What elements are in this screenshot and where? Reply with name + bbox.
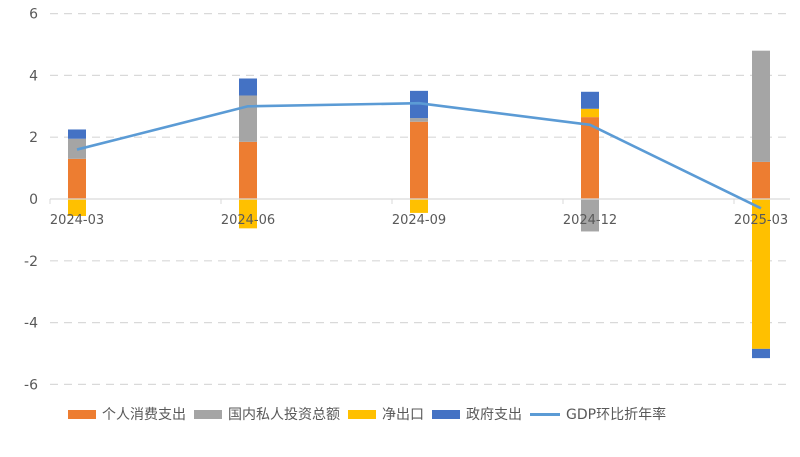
bar-segment: [752, 161, 770, 199]
bar-segment: [752, 50, 770, 162]
x-tick-label: 2024-06: [221, 213, 275, 228]
x-axis: [49, 198, 790, 204]
bar-segment: [581, 91, 599, 109]
legend-label: 净出口: [382, 407, 424, 423]
bar-segment: [581, 199, 599, 232]
gdp-line-path: [76, 101, 762, 210]
bar-segment: [68, 158, 86, 199]
bar-segment: [752, 199, 770, 349]
y-tick-label: -2: [24, 254, 38, 270]
legend-swatch: [68, 409, 96, 419]
bar-segment: [239, 199, 257, 229]
bar-segment: [581, 117, 599, 199]
legend-item-investment: 国内私人投资总额: [194, 404, 340, 424]
y-tick-label: -4: [24, 316, 38, 332]
legend-item-government: 政府支出: [432, 404, 522, 424]
bar-segment: [68, 199, 86, 216]
legend-label: GDP环比折年率: [566, 407, 667, 423]
bar-segment: [410, 118, 428, 122]
x-tick-label: 2024-09: [392, 213, 446, 228]
legend-item-gdp: GDP环比折年率: [530, 404, 666, 424]
bars: [68, 50, 770, 359]
bar-segment: [239, 95, 257, 142]
bar-segment: [410, 121, 428, 199]
bar-segment: [752, 348, 770, 359]
legend-swatch: [432, 409, 460, 419]
bar-segment: [410, 199, 428, 213]
y-tick-label: -6: [24, 377, 38, 393]
y-tick-label: 0: [29, 192, 38, 208]
legend-label: 国内私人投资总额: [228, 407, 340, 423]
gridlines: [50, 13, 790, 385]
x-axis-labels: 2024-03 2024-06 2024-09 2024-12 2025-03: [50, 213, 788, 228]
legend-item-consumption: 个人消费支出: [68, 404, 186, 424]
legend-label: 政府支出: [466, 407, 522, 423]
legend-label: 个人消费支出: [102, 407, 186, 423]
x-tick-label: 2024-03: [50, 213, 104, 228]
x-tick-label: 2025-03: [734, 213, 788, 228]
gdp-line: [76, 101, 762, 210]
x-tick-label: 2024-12: [563, 213, 617, 228]
y-tick-label: 2: [29, 130, 38, 146]
y-tick-label: 6: [29, 7, 38, 23]
legend-item-net-exports: 净出口: [348, 404, 424, 424]
y-axis: 6 4 2 0 -2 -4 -6: [24, 7, 38, 394]
bar-segment: [581, 108, 599, 118]
legend-line: [530, 412, 560, 416]
y-tick-label: 4: [29, 68, 38, 84]
bar-segment: [239, 78, 257, 96]
bar-segment: [239, 141, 257, 199]
legend-swatch: [194, 409, 222, 419]
bar-segment: [68, 129, 86, 139]
legend: 个人消费支出 国内私人投资总额 净出口 政府支出 GDP环比折年率: [68, 404, 674, 424]
legend-swatch: [348, 409, 376, 419]
